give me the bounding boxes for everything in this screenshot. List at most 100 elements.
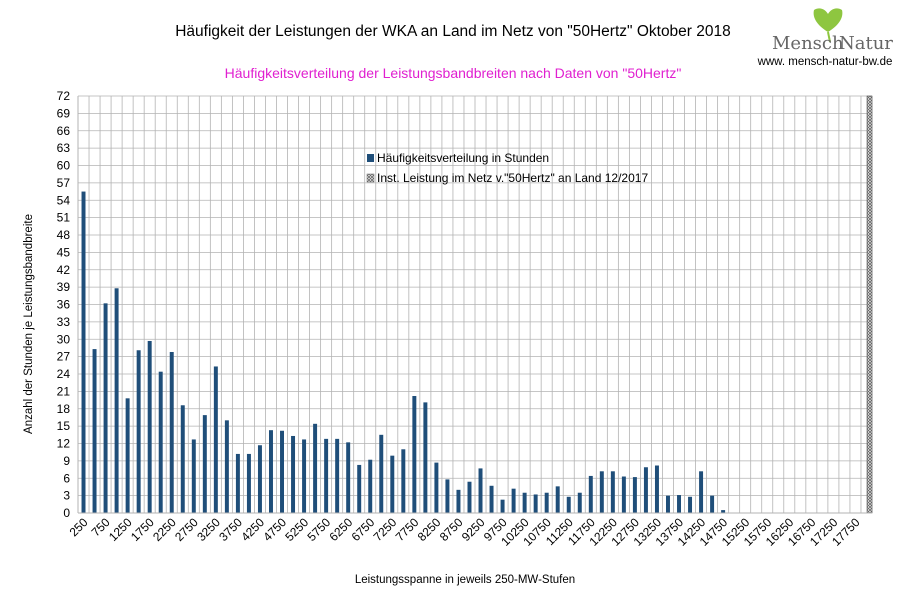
bar [555, 486, 560, 513]
bar [544, 492, 549, 513]
bar [269, 430, 273, 513]
x-tick-label: 9250 [459, 515, 488, 544]
x-tick-label: 8750 [437, 515, 466, 544]
legend-swatch-frequency [367, 154, 374, 162]
bar [147, 340, 152, 513]
bar [291, 435, 296, 513]
bar [401, 449, 406, 513]
x-tick-label: 4750 [260, 515, 289, 544]
y-tick-label: 30 [57, 332, 71, 346]
logo-text-right: Natur [839, 33, 893, 54]
legend: Häufigkeitsverteilung in Stunden Inst. L… [366, 151, 648, 185]
bar [478, 468, 483, 513]
ginkgo-leaf-icon [813, 8, 843, 43]
legend-swatch-installed [366, 173, 375, 183]
bar [125, 398, 130, 513]
logo: Mensch Natur www. mensch-natur-bw.de [757, 8, 893, 68]
bar [191, 439, 196, 513]
bar [357, 464, 362, 513]
installed-capacity-bar [866, 95, 873, 514]
bar [500, 499, 505, 513]
x-tick-label: 3750 [216, 515, 245, 544]
bar [368, 459, 373, 513]
y-tick-label: 57 [57, 176, 71, 190]
bar [379, 434, 384, 513]
y-tick-label: 54 [57, 193, 71, 207]
bar [489, 485, 494, 513]
bar [114, 288, 119, 513]
chart-title: Häufigkeit der Leistungen der WKA an Lan… [175, 23, 731, 40]
y-tick-label: 9 [63, 454, 70, 468]
y-axis-title: Anzahl der Stunden je Leistungsbandbreit… [23, 214, 35, 434]
bar [511, 488, 516, 513]
x-tick-label: 8250 [415, 515, 444, 544]
y-tick-label: 12 [57, 437, 71, 451]
bar [621, 476, 626, 513]
x-tick-label: 3250 [194, 515, 223, 544]
y-tick-label: 18 [57, 402, 71, 416]
x-tick-label: 5750 [304, 515, 333, 544]
x-tick-label: 6750 [349, 515, 378, 544]
bar [610, 471, 615, 513]
legend-label-frequency: Häufigkeitsverteilung in Stunden [377, 151, 549, 165]
logo-url: www. mensch-natur-bw.de [757, 56, 893, 68]
bar [346, 442, 351, 513]
bars [81, 191, 726, 513]
bar [688, 496, 693, 513]
y-tick-label: 39 [57, 280, 71, 294]
y-tick-label: 60 [57, 159, 71, 173]
x-tick-label: 250 [67, 515, 91, 539]
y-tick-label: 45 [57, 245, 71, 259]
grid [77, 95, 873, 514]
logo-text-left: Mensch [772, 33, 844, 54]
x-tick-label: 1750 [128, 515, 157, 544]
x-tick-label: 2750 [172, 515, 201, 544]
bar [533, 494, 538, 513]
y-tick-label: 0 [63, 506, 70, 520]
bar [136, 350, 141, 513]
y-tick-label: 15 [57, 419, 71, 433]
bar [280, 430, 284, 513]
x-tick-label: 2250 [150, 515, 179, 544]
bar [158, 371, 163, 513]
bar [235, 453, 240, 513]
x-tick-label: 6250 [327, 515, 356, 544]
bar [588, 475, 593, 513]
y-tick-label: 51 [57, 211, 71, 225]
y-tick-label: 66 [57, 124, 71, 138]
bar [666, 495, 670, 513]
bar [224, 420, 229, 513]
y-tick-label: 48 [57, 228, 71, 242]
bar [180, 405, 185, 513]
bar [566, 496, 571, 513]
bar [313, 423, 318, 513]
bar [390, 455, 395, 513]
bar [169, 351, 174, 513]
x-tick-label: 5250 [282, 515, 311, 544]
axes [77, 96, 872, 514]
bar [92, 349, 97, 513]
bar [246, 453, 251, 513]
bar [599, 471, 604, 513]
bar [103, 303, 108, 513]
bar [456, 489, 461, 513]
bar [257, 445, 262, 513]
bar [434, 462, 439, 513]
y-tick-label: 72 [57, 89, 71, 103]
bar [710, 495, 715, 513]
y-tick-label: 24 [57, 367, 71, 381]
y-tick-label: 27 [57, 350, 71, 364]
x-axis-title: Leistungsspanne in jeweils 250-MW-Stufen [355, 574, 575, 586]
x-tick-label: 4250 [238, 515, 267, 544]
x-tick-label: 7250 [371, 515, 400, 544]
bar [302, 439, 307, 513]
y-tick-label: 36 [57, 298, 71, 312]
bar [335, 438, 340, 513]
x-tick-label: 7750 [393, 515, 422, 544]
legend-label-installed: Inst. Leistung im Netz v."50Hertz" an La… [377, 171, 648, 185]
x-tick-label: 1250 [106, 515, 135, 544]
bar [324, 438, 329, 513]
bar [721, 510, 726, 513]
bar [632, 477, 637, 513]
